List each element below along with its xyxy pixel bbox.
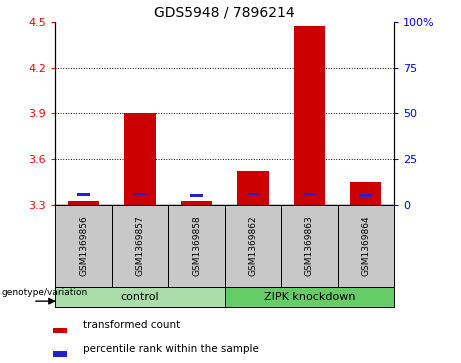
Text: transformed count: transformed count: [83, 321, 180, 330]
Bar: [294, 26, 325, 205]
Text: control: control: [121, 292, 160, 302]
Text: ZIPK knockdown: ZIPK knockdown: [264, 292, 355, 302]
Bar: [68, 200, 99, 205]
Text: GSM1369856: GSM1369856: [79, 216, 88, 276]
Bar: [225, 287, 394, 307]
Bar: [247, 193, 259, 195]
Text: GSM1369857: GSM1369857: [136, 216, 145, 276]
Bar: [350, 182, 381, 205]
Bar: [181, 201, 212, 205]
Text: GSM1369864: GSM1369864: [361, 216, 371, 276]
Text: genotype/variation: genotype/variation: [1, 288, 88, 297]
Bar: [124, 113, 155, 205]
Bar: [225, 205, 281, 287]
Bar: [53, 351, 67, 357]
Bar: [303, 193, 316, 195]
Bar: [168, 205, 225, 287]
Bar: [190, 194, 203, 197]
Bar: [360, 194, 372, 196]
Text: GSM1369862: GSM1369862: [248, 216, 258, 276]
Bar: [112, 205, 168, 287]
Text: GSM1369863: GSM1369863: [305, 216, 314, 276]
Bar: [77, 193, 90, 196]
Bar: [337, 205, 394, 287]
Bar: [237, 171, 268, 205]
Bar: [55, 287, 225, 307]
Text: percentile rank within the sample: percentile rank within the sample: [83, 344, 259, 354]
Bar: [134, 193, 146, 195]
Bar: [281, 205, 337, 287]
Bar: [55, 205, 112, 287]
Text: GSM1369858: GSM1369858: [192, 216, 201, 276]
Bar: [53, 328, 67, 333]
Title: GDS5948 / 7896214: GDS5948 / 7896214: [154, 5, 295, 19]
